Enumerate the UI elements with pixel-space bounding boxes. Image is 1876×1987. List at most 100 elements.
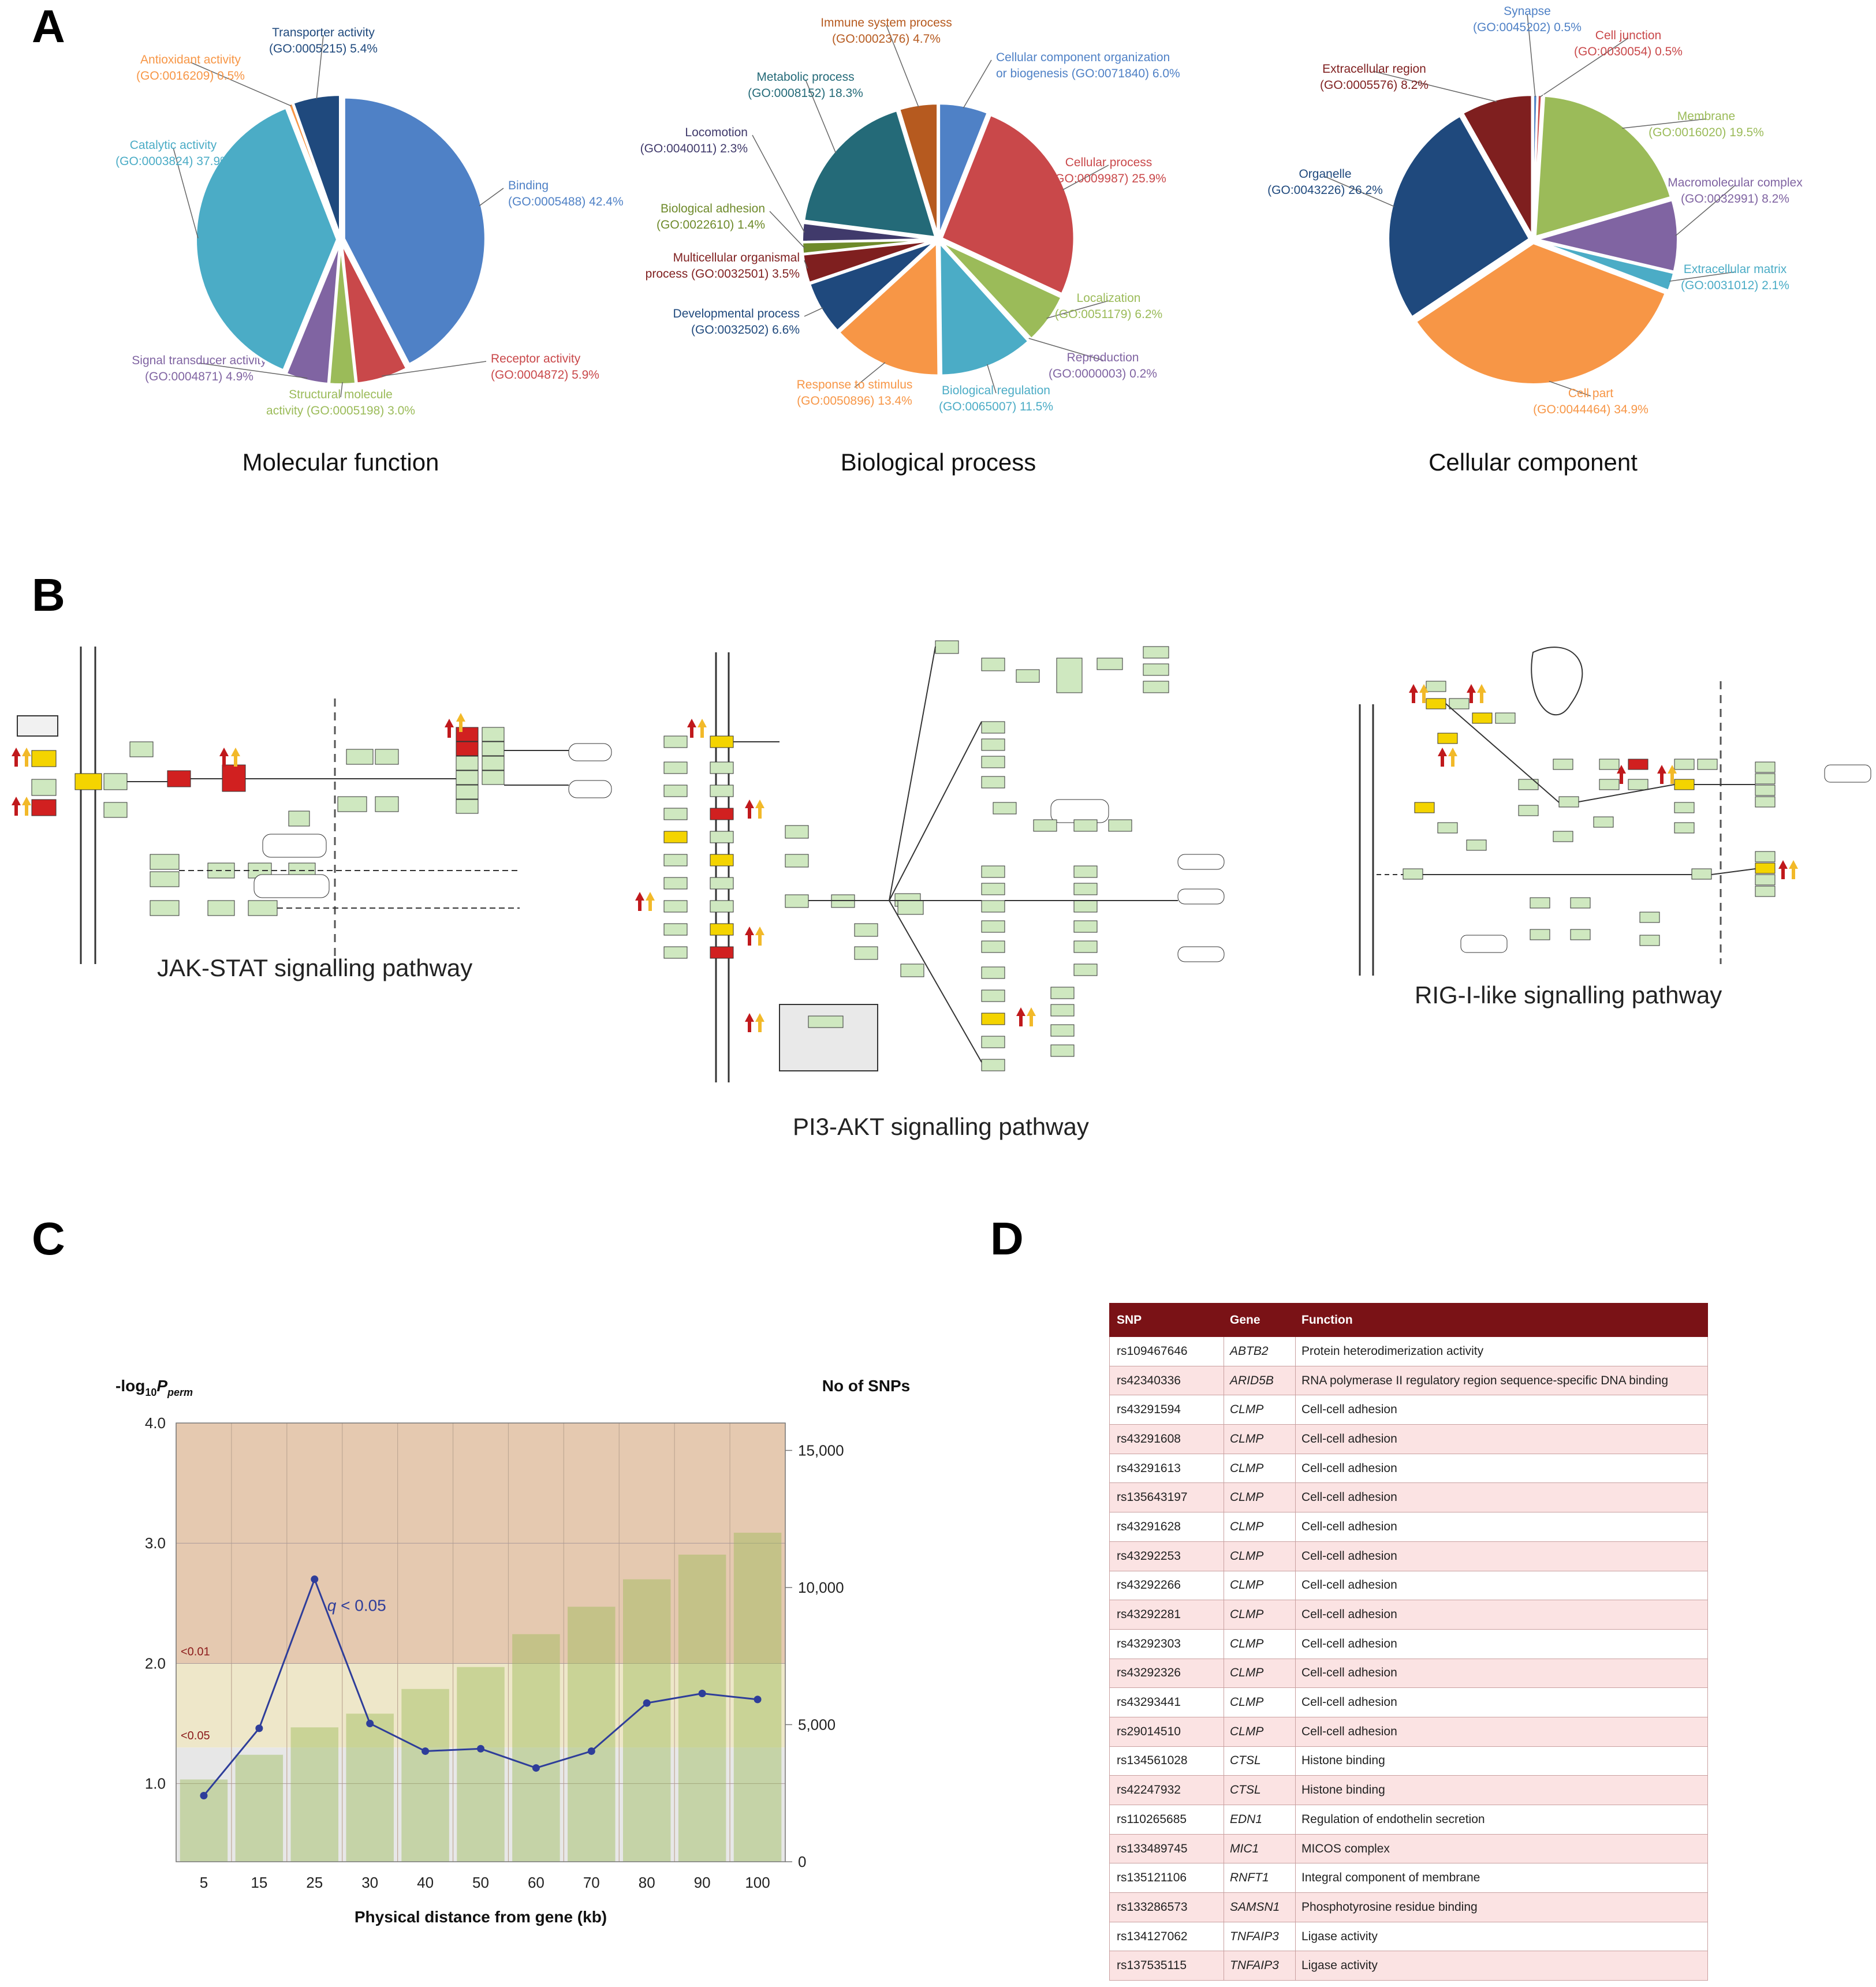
pie-go-label: (GO:0003824) 37.9% (115, 155, 231, 168)
pie-title: Cellular component (1429, 449, 1638, 476)
pie-percent: 11.5% (1020, 400, 1053, 413)
pie-label: Metabolic process (756, 70, 854, 84)
pie-go-label: (GO:0016209) 0.5% (136, 69, 245, 83)
pie-label: Signal transducer activity (132, 354, 267, 367)
function-cell: Histone binding (1295, 1746, 1708, 1776)
function-cell: Cell-cell adhesion (1295, 1512, 1708, 1542)
snp-distance-chart: <0.01 <0.05 q < 0.05 1.0 2.0 3.0 4.0 0 5,000 10,0… (115, 1377, 910, 1926)
line-point-40kb (422, 1747, 430, 1755)
leader-line (1046, 300, 1109, 319)
snp-cell: rs134561028 (1109, 1746, 1224, 1776)
right-tick-label: 5,000 (798, 1716, 836, 1734)
gene-cell: CTSL (1224, 1775, 1296, 1805)
pie-go-label: (GO:0002376) 4.7% (832, 32, 941, 46)
snp-cell: rs110265685 (1109, 1805, 1224, 1835)
gene-cell: RNFT1 (1224, 1863, 1296, 1893)
gene-cell: EDN1 (1224, 1805, 1296, 1835)
table-row: rs137535115 TNFAIP3 Ligase activity (1109, 1951, 1708, 1981)
leader-line (769, 211, 805, 249)
pie-label: Organelle (1299, 167, 1351, 181)
pi3k-akt-diagram (635, 640, 1225, 1082)
pie-label: Membrane (1677, 110, 1735, 123)
pie-label: Locomotion (685, 126, 748, 139)
function-cell: Cell-cell adhesion (1295, 1570, 1708, 1601)
line-point-15kb (255, 1724, 263, 1732)
pie-label: Extracellular matrix (1684, 263, 1787, 276)
right-tick-label: 15,000 (798, 1442, 844, 1459)
pie-go-label: (GO:0030054) 0.5% (1574, 45, 1683, 58)
snp-cell: rs43292281 (1109, 1600, 1224, 1630)
snp-cell: rs43291594 (1109, 1395, 1224, 1425)
header-gene: Gene (1224, 1303, 1296, 1337)
gene-cell: CLMP (1224, 1424, 1296, 1454)
pie-percent: 2.1% (1762, 279, 1789, 292)
pie-go-label: (GO:0008152) 18.3% (748, 87, 863, 100)
gene-cell: CLMP (1224, 1541, 1296, 1571)
pie-go-label: (GO:0032991) 8.2% (1681, 192, 1789, 206)
pie-go-label: (GO:0004871) 4.9% (145, 370, 253, 383)
table-row: rs135121106 RNFT1 Integral component of me… (1109, 1863, 1708, 1893)
line-point-100kb (754, 1695, 762, 1704)
gene-cell: CLMP (1224, 1512, 1296, 1542)
right-tick-label: 0 (798, 1853, 806, 1870)
x-axis-title: Physical distance from gene (kb) (355, 1908, 607, 1926)
function-cell: Cell-cell adhesion (1295, 1629, 1708, 1659)
table-row: rs43292281 CLMP Cell-cell adhesion (1109, 1600, 1708, 1630)
pie-label: Binding (508, 179, 549, 192)
pie-slice-response-to-stimulus (837, 240, 940, 377)
table-row: rs43291613 CLMP Cell-cell adhesion (1109, 1453, 1708, 1484)
gene-cell: CLMP (1224, 1687, 1296, 1717)
pathway-diagrams (12, 640, 1871, 1082)
gene-cell: SAMSN1 (1224, 1892, 1296, 1922)
leader-line (190, 62, 292, 107)
gene-cell: TNFAIP3 (1224, 1951, 1296, 1981)
table-row: rs42247932 CTSL Histone binding (1109, 1775, 1708, 1805)
pie-slice-membrane (1534, 94, 1673, 239)
pie-label: Developmental process (673, 307, 800, 320)
pie-label: Synapse (1504, 5, 1551, 18)
pie-label: Reproduction (1067, 351, 1139, 364)
pie-1: Binding (GO:0005488) 42.4% Receptor activi… (115, 26, 623, 476)
left-tick-label: 4.0 (145, 1414, 166, 1432)
pie-go-label: activity (GO:0005198) 3.0% (266, 404, 415, 417)
left-tick-label: 2.0 (145, 1654, 166, 1672)
leader-line (752, 135, 805, 233)
pie-slice-cell-part (1414, 241, 1668, 386)
leader-line (804, 307, 823, 317)
leader-line (987, 364, 997, 394)
table-row: rs133286573 SAMSN1 Phosphotyrosine residue… (1109, 1892, 1708, 1922)
rig-i-pathway-title: RIG-I-like signalling pathway (1415, 981, 1722, 1009)
pie-2: Cellular component organization or biogen… (640, 16, 1180, 476)
snp-cell: rs133286573 (1109, 1892, 1224, 1922)
pie-go-label: (GO:0045202) 0.5% (1473, 21, 1582, 34)
snp-table: SNP Gene Function rs109467646 ABTB2 Protei… (1109, 1303, 1708, 1981)
table-row: rs43292253 CLMP Cell-cell adhesion (1109, 1541, 1708, 1571)
function-cell: MICOS complex (1295, 1833, 1708, 1864)
leader-line (1062, 165, 1109, 191)
pie-slice-transporter-activity (291, 94, 341, 237)
snp-cell: rs43292253 (1109, 1541, 1224, 1571)
pie-label: Immune system process (820, 16, 952, 29)
snp-cell: rs43292303 (1109, 1629, 1224, 1659)
x-tick-label: 50 (472, 1874, 489, 1891)
pie-label: Receptor activity (491, 352, 581, 365)
gene-cell: CLMP (1224, 1658, 1296, 1689)
pie-go-label: (GO:0051179) 6.2% (1055, 308, 1162, 321)
pie-percent: 6.2% (1135, 308, 1162, 321)
gene-cell: MIC1 (1224, 1833, 1296, 1864)
snp-cell: rs134127062 (1109, 1921, 1224, 1952)
snp-cell: rs42247932 (1109, 1775, 1224, 1805)
snp-cell: rs43291628 (1109, 1512, 1224, 1542)
pie-label: Biological regulation (942, 384, 1050, 397)
function-cell: Histone binding (1295, 1775, 1708, 1805)
function-cell: Cell-cell adhesion (1295, 1424, 1708, 1454)
pie-title: Molecular function (243, 449, 439, 476)
bar-25kb (290, 1727, 339, 1862)
pie-percent: 3.5% (772, 267, 800, 281)
pie-slice-macromolecular-complex (1532, 198, 1679, 274)
gene-cell: CTSL (1224, 1746, 1296, 1776)
function-cell: Cell-cell adhesion (1295, 1453, 1708, 1484)
panel-label-b: B (32, 569, 65, 621)
line-point-5kb (200, 1791, 208, 1799)
pie-percent: 6.6% (772, 323, 800, 337)
